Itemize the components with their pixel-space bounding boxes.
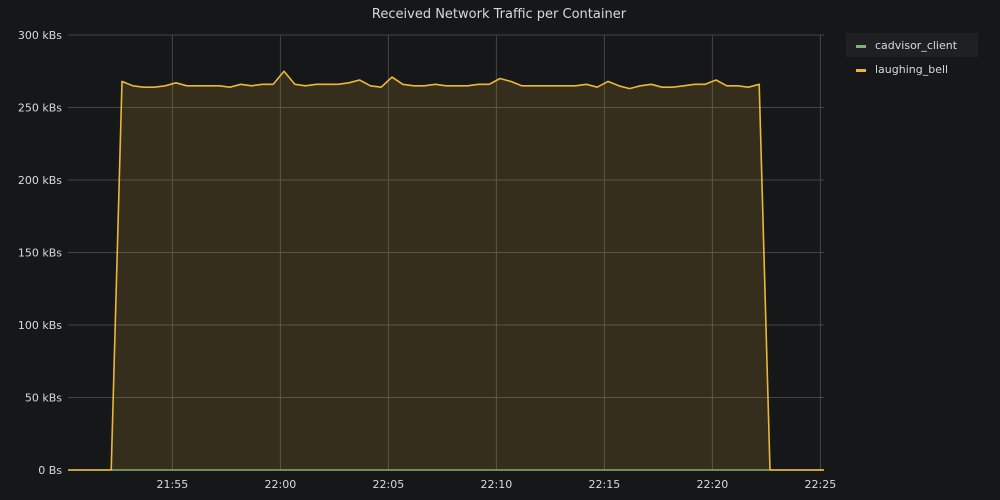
series-line-laughing_bell [68, 70, 824, 471]
y-tick-label: 50 kBs [25, 392, 62, 405]
legend-highlight [846, 33, 978, 57]
y-tick-label: 300 kBs [18, 29, 62, 42]
x-tick-label: 22:15 [589, 478, 621, 491]
series-area-laughing_bell [68, 71, 824, 471]
y-tick-label: 200 kBs [18, 174, 62, 187]
x-tick-label: 22:25 [805, 478, 837, 491]
series-layer [68, 70, 824, 471]
x-tick-label: 22:20 [697, 478, 729, 491]
x-tick-label: 22:05 [373, 478, 405, 491]
x-tick-label: 21:55 [157, 478, 189, 491]
y-tick-label: 100 kBs [18, 319, 62, 332]
legend-item-laughing_bell[interactable]: laughing_bell [856, 63, 948, 76]
legend-label: laughing_bell [875, 63, 948, 76]
legend-item-cadvisor_client[interactable]: cadvisor_client [856, 39, 958, 52]
legend-swatch [856, 69, 866, 72]
grid [68, 34, 824, 471]
y-tick-label: 0 Bs [38, 464, 62, 477]
legend-swatch [856, 45, 866, 48]
y-tick-label: 150 kBs [18, 247, 62, 260]
y-tick-label: 250 kBs [18, 102, 62, 115]
legend[interactable]: cadvisor_client laughing_bell [846, 33, 978, 76]
axes: 0 Bs 50 kBs 100 kBs 150 kBs 200 kBs 250 kBs 30… [18, 29, 836, 491]
x-tick-label: 22:00 [265, 478, 297, 491]
x-tick-label: 22:10 [481, 478, 513, 491]
chart-title: Received Network Traffic per Container [372, 7, 627, 22]
legend-label: cadvisor_client [875, 39, 958, 52]
